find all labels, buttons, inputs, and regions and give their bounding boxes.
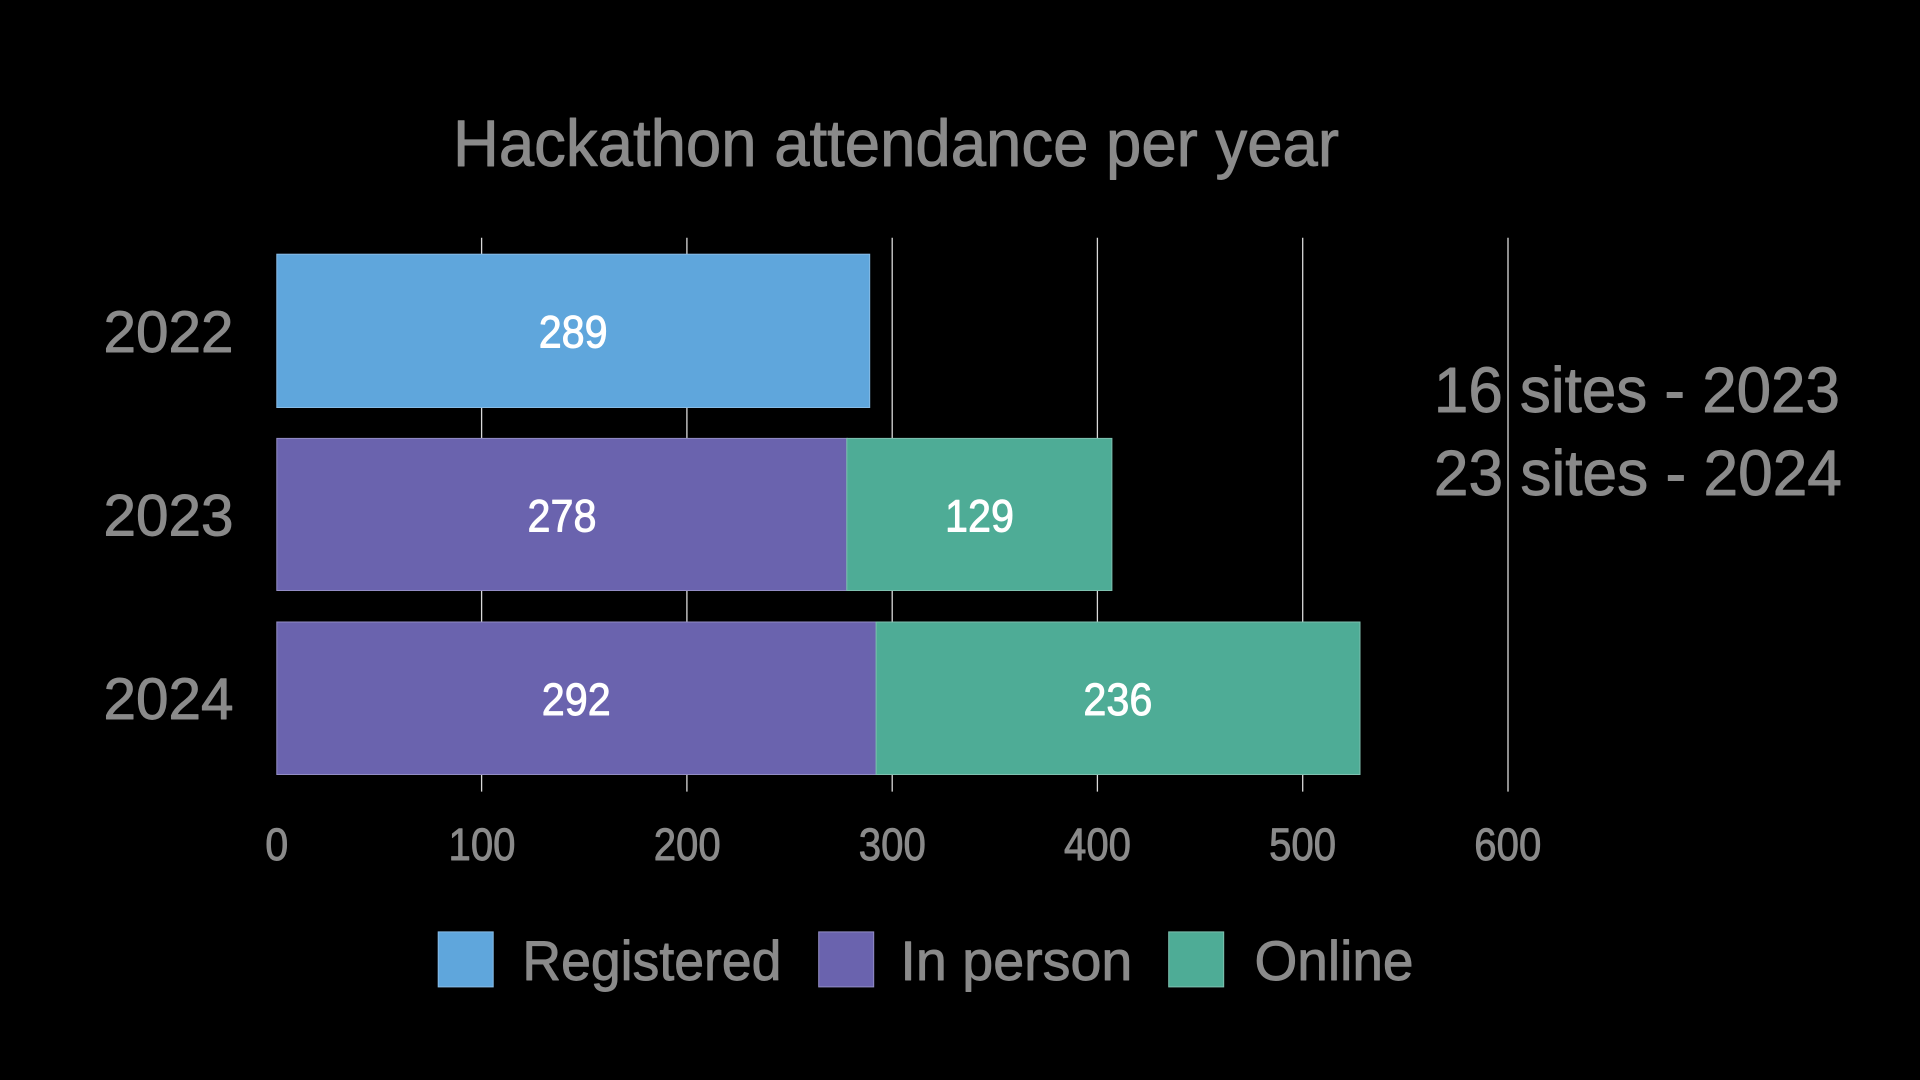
svg-text:Hackathon attendance per year: Hackathon attendance per year (453, 106, 1339, 180)
svg-text:16 sites - 2023: 16 sites - 2023 (1434, 354, 1840, 426)
svg-text:292: 292 (542, 674, 611, 725)
svg-text:2023: 2023 (104, 483, 234, 548)
svg-text:236: 236 (1083, 674, 1152, 725)
svg-text:0: 0 (265, 819, 288, 870)
svg-text:Registered: Registered (522, 929, 781, 992)
svg-text:129: 129 (945, 490, 1014, 541)
svg-text:278: 278 (528, 490, 597, 541)
svg-text:23 sites - 2024: 23 sites - 2024 (1434, 437, 1842, 509)
svg-text:2024: 2024 (104, 667, 234, 732)
svg-text:300: 300 (859, 819, 926, 870)
svg-text:2022: 2022 (104, 300, 234, 365)
svg-text:Online: Online (1255, 929, 1414, 992)
svg-text:600: 600 (1474, 819, 1541, 870)
svg-text:289: 289 (539, 307, 608, 358)
svg-text:400: 400 (1064, 819, 1131, 870)
svg-text:In person: In person (900, 929, 1132, 992)
svg-text:100: 100 (449, 819, 516, 870)
svg-text:500: 500 (1269, 819, 1336, 870)
svg-text:200: 200 (654, 819, 721, 870)
